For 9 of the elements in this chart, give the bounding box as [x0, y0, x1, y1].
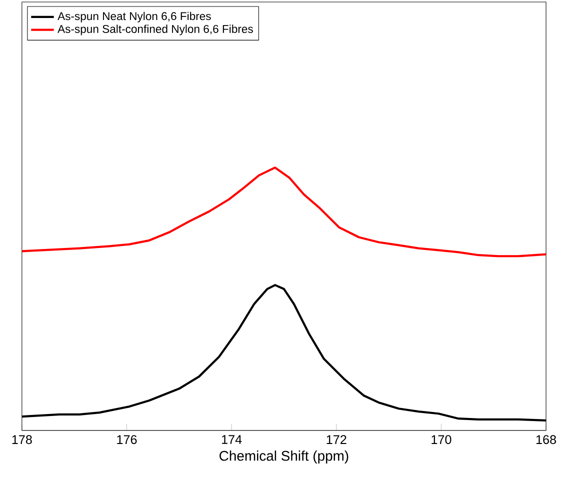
legend-label: As-spun Salt-confined Nylon 6,6 Fibres — [58, 24, 253, 36]
x-tick-label: 172 — [326, 435, 346, 444]
x-tick-label: 178 — [12, 435, 32, 444]
x-tick-label: 168 — [536, 435, 556, 444]
x-tick-label: 174 — [222, 435, 242, 444]
x-tick-label: 176 — [117, 435, 137, 444]
x-tick-label: 170 — [432, 435, 452, 444]
legend-label: As-spun Neat Nylon 6,6 Fibres — [58, 12, 211, 22]
x-axis-title: Chemical Shift (ppm) — [220, 450, 348, 464]
